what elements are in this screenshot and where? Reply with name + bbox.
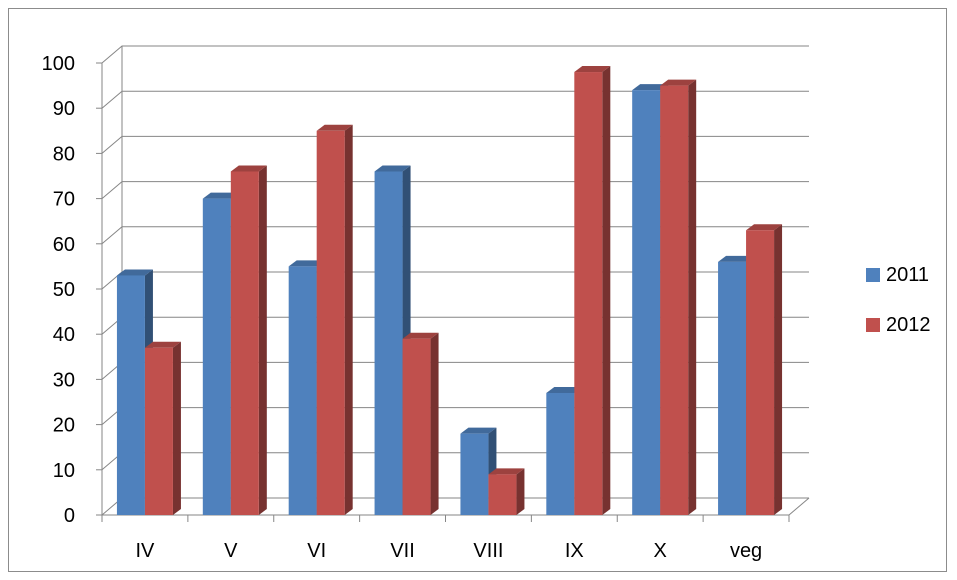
bar	[574, 66, 611, 515]
bar-top	[488, 468, 525, 475]
bar-front	[660, 85, 689, 515]
bar-top	[116, 269, 153, 276]
bar-top	[402, 332, 439, 339]
y-tick-label: 10	[53, 460, 75, 482]
x-tick-label: IX	[565, 540, 584, 562]
floor-right-edge	[788, 497, 810, 516]
bar-top	[374, 165, 411, 172]
bar-top	[632, 84, 669, 91]
x-tick-label: VII	[390, 540, 414, 562]
bar-front	[316, 130, 345, 516]
bar-side	[774, 224, 783, 516]
y-tick-label: 30	[53, 369, 75, 391]
y-tick-label: 80	[53, 143, 75, 165]
y-tick-label: 50	[53, 279, 75, 301]
bar-side	[602, 66, 611, 515]
bar-front	[546, 392, 575, 515]
bar-top	[746, 224, 783, 231]
bar	[660, 79, 697, 515]
bar-top	[718, 255, 755, 262]
legend-label: 2011	[886, 264, 929, 286]
bar-top	[288, 260, 325, 267]
bar-front	[460, 433, 489, 515]
bar-side	[516, 468, 525, 515]
bar-front	[632, 90, 661, 516]
bar-top	[660, 79, 697, 86]
legend: 2011 2012	[866, 264, 931, 336]
bar	[230, 165, 267, 516]
bar-side	[688, 79, 697, 515]
bar	[144, 341, 181, 515]
bars	[116, 66, 783, 516]
y-tick-label: 40	[53, 324, 75, 346]
x-tick-label: VIII	[473, 540, 503, 562]
bar-front	[374, 171, 403, 516]
bar-top	[230, 165, 267, 172]
bar-top	[202, 192, 239, 199]
bar-front	[574, 72, 603, 515]
bar-top	[460, 427, 497, 434]
y-tick-label: 60	[53, 234, 75, 256]
bar-top	[546, 386, 583, 393]
gridline	[101, 90, 809, 109]
legend-label: 2012	[886, 314, 931, 336]
bar-side	[430, 332, 439, 515]
y-axis: 0 10 20 30 40 50 60 70 80 90 100	[42, 53, 102, 527]
bar-top	[316, 124, 353, 131]
bar-front	[144, 347, 173, 515]
bar-front	[402, 338, 431, 515]
bar-side	[258, 165, 267, 516]
y-tick-label: 100	[42, 53, 75, 75]
x-tick-label: V	[224, 540, 238, 562]
bar	[316, 124, 353, 516]
gridline	[101, 45, 809, 64]
legend-swatch	[866, 318, 880, 332]
y-tick-label: 90	[53, 98, 75, 120]
legend-swatch	[866, 268, 880, 282]
bar	[746, 224, 783, 516]
bar	[488, 468, 525, 515]
bar-front	[288, 266, 317, 515]
bar-front	[202, 198, 231, 515]
bar-front	[488, 474, 517, 515]
y-tick-label: 0	[64, 505, 75, 527]
bar-front	[718, 261, 747, 515]
x-tick-label: veg	[730, 540, 762, 562]
bar-top	[144, 341, 181, 348]
bar-front	[116, 275, 145, 515]
bar-side	[344, 124, 353, 516]
x-tick-label: IV	[135, 540, 155, 562]
bar-front	[746, 230, 775, 516]
bar	[402, 332, 439, 515]
x-tick-label: VI	[307, 540, 326, 562]
gridline	[101, 135, 809, 154]
x-tick-label: X	[654, 540, 667, 562]
bar-front	[230, 171, 259, 516]
bar-top	[574, 66, 611, 73]
y-tick-label: 20	[53, 415, 75, 437]
bar-side	[172, 341, 181, 515]
y-tick-label: 70	[53, 189, 75, 211]
